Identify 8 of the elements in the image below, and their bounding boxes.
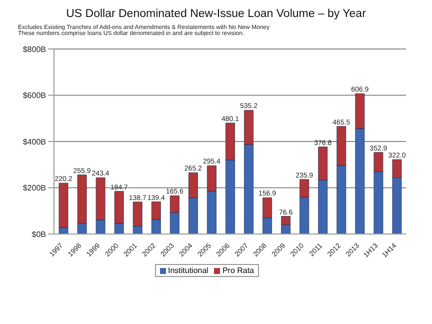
chart-title: US Dollar Denominated New-Issue Loan Volume – by Year (65, 8, 367, 20)
y-tick-label: $800B (22, 44, 46, 54)
legend-label: Pro Rata (221, 266, 254, 275)
y-tick-label: $0B (32, 230, 46, 239)
y-tick-label: $200B (22, 184, 46, 193)
y-tick-label: $400B (22, 137, 46, 146)
y-tick-label: $600B (22, 91, 46, 100)
legend-label: Institutional (166, 266, 208, 275)
